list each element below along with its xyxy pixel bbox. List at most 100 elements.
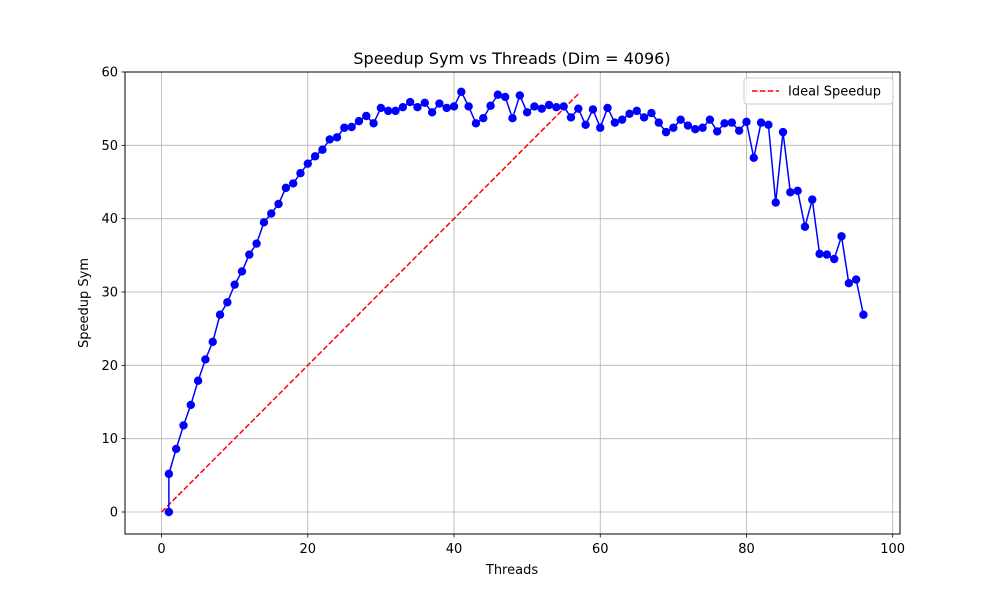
speedup-point <box>164 469 174 479</box>
y-tick-label: 20 <box>101 359 118 374</box>
speedup-point <box>588 105 598 114</box>
speedup-point <box>449 102 459 111</box>
speedup-point <box>479 114 488 123</box>
speedup-point <box>610 118 620 127</box>
speedup-point <box>325 135 334 144</box>
speedup-point <box>822 250 832 259</box>
speedup-point <box>537 104 546 113</box>
speedup-point <box>303 159 312 168</box>
x-tick-label: 20 <box>300 542 317 557</box>
speedup-point <box>815 249 824 259</box>
speedup-point <box>837 232 846 241</box>
speedup-point <box>332 133 342 142</box>
speedup-point <box>756 118 766 127</box>
speedup-point <box>486 101 495 110</box>
speedup-point <box>581 120 590 129</box>
speedup-point <box>398 103 408 112</box>
speedup-point <box>354 116 364 126</box>
speedup-point <box>215 310 225 319</box>
y-tick-label: 50 <box>101 139 118 154</box>
y-tick-label: 40 <box>101 212 118 227</box>
speedup-point <box>617 115 627 124</box>
y-tick-label: 10 <box>101 432 118 447</box>
speedup-point <box>391 106 400 116</box>
speedup-point <box>471 119 481 128</box>
speedup-point <box>288 179 298 188</box>
speedup-point <box>800 222 810 231</box>
x-tick-label: 60 <box>592 542 609 557</box>
speedup-point <box>683 121 693 130</box>
x-tick-label: 80 <box>738 542 755 557</box>
speedup-point <box>625 109 634 119</box>
speedup-point <box>274 199 283 209</box>
speedup-point <box>771 198 780 207</box>
y-tick-label: 30 <box>101 286 118 301</box>
speedup-point <box>340 123 349 132</box>
speedup-point <box>179 421 188 430</box>
speedup-point <box>632 106 641 116</box>
legend-ideal-label: Ideal Speedup <box>788 85 881 100</box>
x-ticks: 0 20 40 60 80 100 <box>157 534 905 557</box>
speedup-point <box>566 113 576 122</box>
speedup-point <box>844 279 854 288</box>
speedup-point <box>574 104 583 113</box>
x-axis-label: Threads <box>485 563 538 578</box>
y-tick-label: 60 <box>101 66 118 81</box>
speedup-point <box>559 102 568 111</box>
speedup-point <box>384 106 393 116</box>
speedup-point <box>347 122 356 132</box>
speedup-point <box>310 152 320 161</box>
speedup-point <box>281 183 291 193</box>
speedup-point <box>267 209 276 218</box>
speedup-point <box>639 113 649 122</box>
grid <box>125 71 900 534</box>
speedup-point <box>427 108 437 117</box>
speedup-point <box>859 310 868 319</box>
speedup-point <box>522 108 532 117</box>
speedup-point <box>435 99 444 108</box>
speedup-point <box>669 123 678 132</box>
speedup-point <box>193 376 203 385</box>
speedup-point <box>223 298 232 307</box>
y-axis-label: Speedup Sym <box>77 258 92 348</box>
speedup-point <box>661 127 671 137</box>
speedup-point <box>500 92 510 102</box>
speedup-point <box>442 103 451 113</box>
speedup-point <box>647 108 656 118</box>
ideal-series <box>161 93 579 513</box>
speedup-point <box>734 126 744 135</box>
ideal-speedup-line <box>161 93 579 513</box>
speedup-point <box>808 195 817 204</box>
speedup-point <box>508 114 517 123</box>
speedup-point <box>245 250 254 259</box>
speedup-point <box>829 254 839 264</box>
speedup-point <box>596 123 605 132</box>
speedup-point <box>720 119 729 128</box>
y-ticks: 0 10 20 30 40 50 60 <box>101 66 125 521</box>
speedup-point <box>530 102 539 111</box>
legend: Ideal Speedup <box>743 77 894 105</box>
speedup-point <box>691 125 700 134</box>
speedup-point <box>749 153 758 162</box>
speedup-point <box>515 91 525 100</box>
speedup-point <box>654 118 663 127</box>
speedup-point <box>786 188 795 197</box>
speedup-point <box>318 145 327 154</box>
speedup-point <box>603 103 612 113</box>
speedup-point <box>676 115 685 124</box>
speedup-point <box>405 97 415 107</box>
speedup-point <box>237 267 247 276</box>
speedup-point <box>362 111 371 121</box>
speedup-point <box>764 120 773 129</box>
speedup-point <box>457 87 466 97</box>
speedup-point <box>171 444 181 454</box>
speedup-point <box>413 103 422 112</box>
speedup-point <box>793 186 802 195</box>
speedup-series <box>164 87 868 517</box>
speedup-point <box>713 127 722 136</box>
speedup-point <box>376 103 386 113</box>
x-tick-label: 40 <box>446 542 463 557</box>
speedup-point <box>705 115 715 124</box>
